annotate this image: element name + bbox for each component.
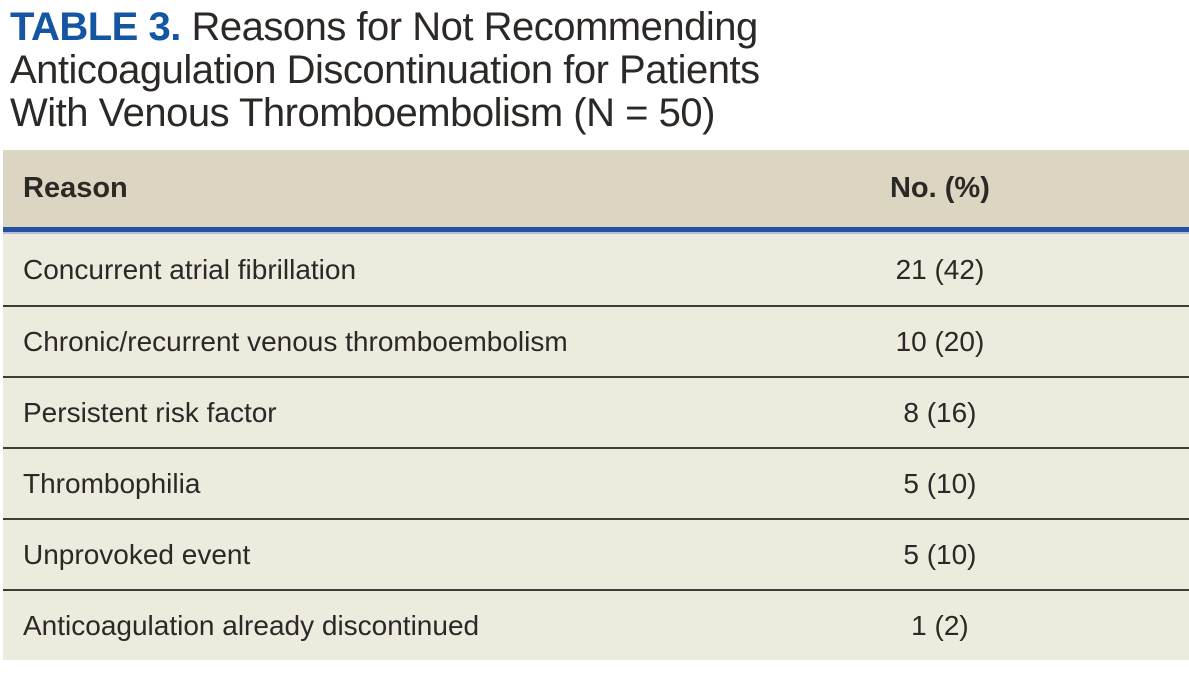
row-reason-cell: Unprovoked event [23, 538, 251, 570]
column-header-value: No. (%) [889, 172, 990, 204]
table-row: Chronic/recurrent venous thromboembolism… [3, 305, 1189, 376]
row-value-cell: 5 (10) [903, 467, 977, 499]
row-value-cell: 1 (2) [911, 609, 969, 641]
row-value-cell: 8 (16) [903, 396, 977, 428]
table-row: Concurrent atrial fibrillation 21 (42) [3, 234, 1189, 305]
row-value-cell: 21 (42) [895, 253, 985, 285]
table-title-line3: With Venous Thromboembolism (N = 50) [10, 91, 715, 135]
table-row: Unprovoked event 5 (10) [3, 518, 1189, 589]
row-reason-cell: Anticoagulation already discontinued [23, 609, 480, 641]
table-row: Thrombophilia 5 (10) [3, 447, 1189, 518]
row-reason-cell: Persistent risk factor [23, 396, 277, 428]
reasons-table: Reason No. (%) Concurrent atrial fibrill… [3, 150, 1189, 660]
table-body: Concurrent atrial fibrillation 21 (42) C… [3, 234, 1189, 660]
table-header-row: Reason No. (%) [3, 150, 1189, 227]
table-title-label: TABLE 3. [10, 5, 181, 49]
table-title-line2: Anticoagulation Discontinuation for Pati… [10, 48, 760, 92]
header-rule-blue-light [3, 232, 1189, 234]
header-rule-blue [3, 227, 1189, 232]
row-reason-cell: Thrombophilia [23, 467, 201, 499]
row-value-cell: 5 (10) [903, 538, 977, 570]
page: TABLE 3. Reasons for Not Recommending An… [0, 6, 1189, 660]
row-reason-cell: Concurrent atrial fibrillation [23, 253, 357, 285]
table-title: TABLE 3. Reasons for Not Recommending An… [10, 6, 1189, 135]
table-title-line1: Reasons for Not Recommending [191, 5, 758, 49]
row-reason-cell: Chronic/recurrent venous thromboembolism [23, 325, 568, 357]
row-value-cell: 10 (20) [895, 325, 985, 357]
column-header-reason: Reason [23, 172, 128, 204]
table-row: Anticoagulation already discontinued 1 (… [3, 589, 1189, 660]
table-row: Persistent risk factor 8 (16) [3, 376, 1189, 447]
